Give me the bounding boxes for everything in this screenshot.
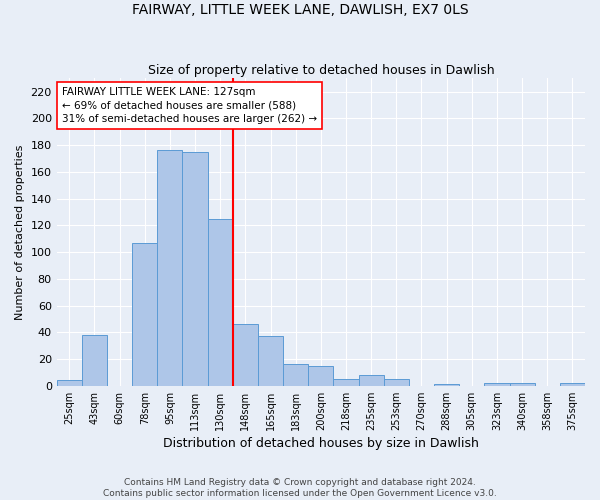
X-axis label: Distribution of detached houses by size in Dawlish: Distribution of detached houses by size … (163, 437, 479, 450)
Title: Size of property relative to detached houses in Dawlish: Size of property relative to detached ho… (148, 64, 494, 77)
Text: FAIRWAY LITTLE WEEK LANE: 127sqm
← 69% of detached houses are smaller (588)
31% : FAIRWAY LITTLE WEEK LANE: 127sqm ← 69% o… (62, 88, 317, 124)
Bar (56, 380, 82, 386)
Bar (132, 242, 157, 386)
Bar (359, 375, 384, 386)
Bar (384, 379, 409, 386)
Bar (509, 383, 535, 386)
Bar (208, 218, 233, 386)
Bar (308, 366, 334, 386)
Text: FAIRWAY, LITTLE WEEK LANE, DAWLISH, EX7 0LS: FAIRWAY, LITTLE WEEK LANE, DAWLISH, EX7 … (131, 2, 469, 16)
Bar (182, 152, 208, 386)
Bar (157, 150, 182, 386)
Text: Contains HM Land Registry data © Crown copyright and database right 2024.
Contai: Contains HM Land Registry data © Crown c… (103, 478, 497, 498)
Bar (484, 383, 509, 386)
Bar (82, 335, 107, 386)
Bar (258, 336, 283, 386)
Y-axis label: Number of detached properties: Number of detached properties (15, 144, 25, 320)
Bar (233, 324, 258, 386)
Bar (334, 379, 359, 386)
Bar (283, 364, 308, 386)
Bar (560, 383, 585, 386)
Bar (434, 384, 459, 386)
